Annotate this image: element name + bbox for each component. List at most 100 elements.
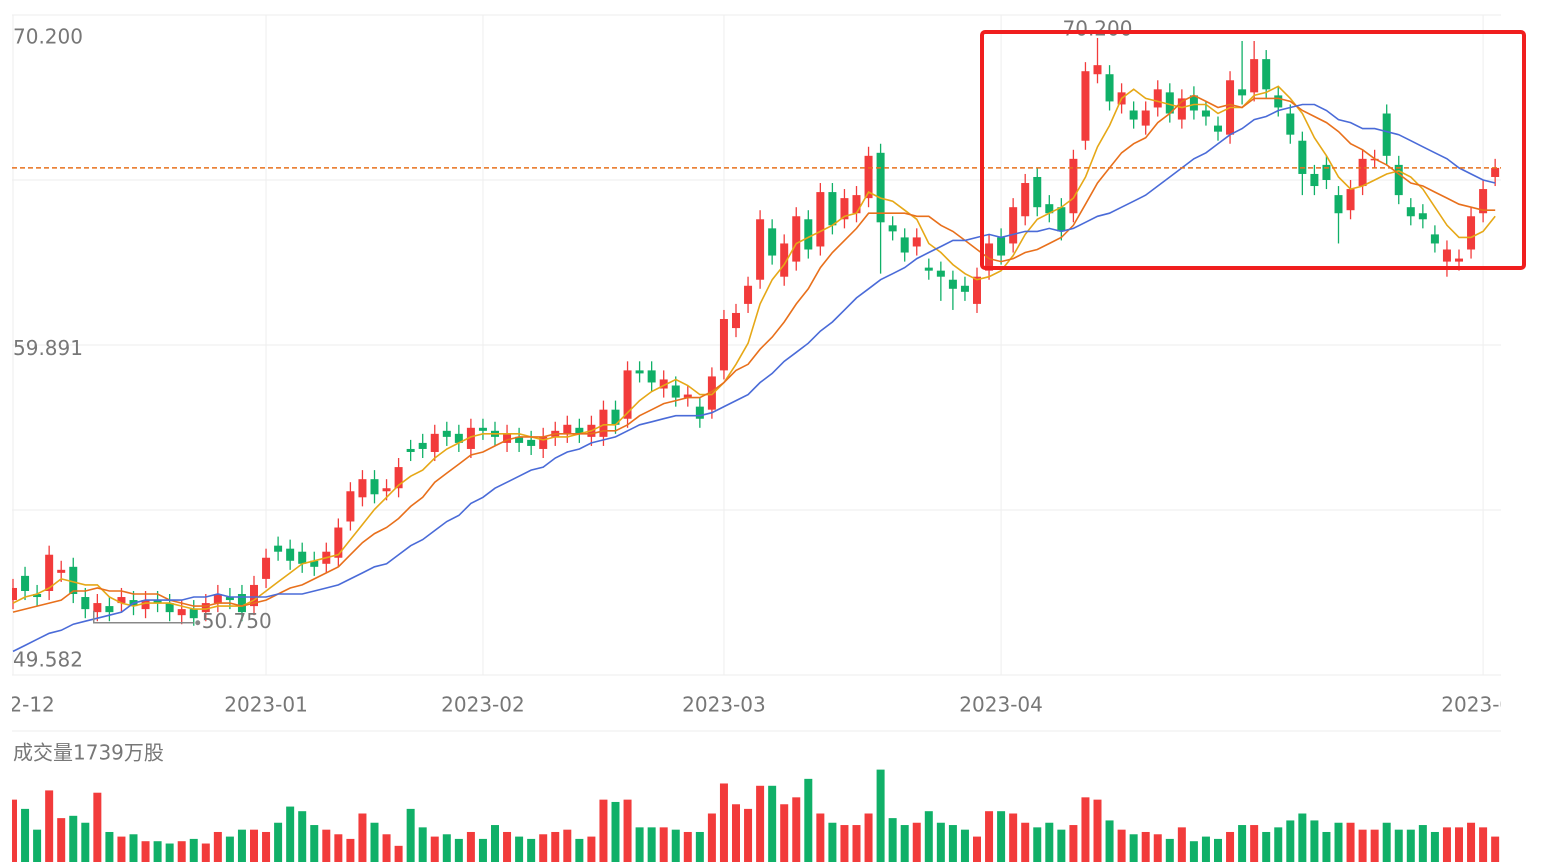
volume-bar (1430, 831, 1439, 862)
volume-bar (948, 825, 957, 862)
volume-bar (1455, 827, 1463, 862)
candle-body (828, 192, 837, 226)
volume-bar (1250, 825, 1259, 862)
candle-body (1394, 164, 1403, 196)
candle-body (1358, 158, 1367, 187)
volume-bar (45, 790, 54, 862)
volume-bar (213, 831, 222, 862)
volume-bar (828, 822, 837, 862)
volume-bar (876, 769, 885, 862)
volume-bar (527, 838, 536, 862)
x-tick-label: 2023-03 (682, 693, 766, 717)
candle-body (732, 312, 740, 329)
volume-bar (1141, 831, 1150, 862)
candle-body (1310, 173, 1319, 187)
volume-bar (1406, 829, 1415, 862)
volume-bar (225, 836, 234, 862)
candle-body (21, 575, 30, 591)
candle-body (683, 394, 692, 398)
candle-body (503, 433, 512, 443)
candle-body (1141, 110, 1150, 126)
candle-body (1382, 113, 1391, 156)
candle-body (12, 587, 17, 601)
volume-bar (563, 829, 572, 862)
candle-body (382, 488, 391, 492)
volume-bar (635, 827, 644, 862)
volume-bar (695, 831, 704, 862)
candle-body (876, 152, 885, 223)
candle-body (1009, 207, 1018, 244)
volume-bar (1274, 827, 1283, 862)
candle-body (141, 600, 150, 610)
volume-bar (370, 822, 379, 862)
candle-body (852, 195, 861, 214)
volume-bar (1045, 822, 1054, 862)
volume-bar (1479, 827, 1488, 862)
volume-bar (1358, 829, 1367, 862)
volume-bar (1467, 822, 1476, 862)
x-tick-label: 2023-06 (1441, 693, 1525, 717)
volume-bar (732, 804, 740, 862)
x-tick-label: 2023-04 (959, 693, 1043, 717)
volume-bar (1093, 799, 1102, 862)
candle-body (1214, 125, 1222, 132)
volume-bar (406, 808, 415, 862)
volume-bar (1310, 820, 1319, 862)
volume-bar (707, 813, 716, 862)
labels: 70.200 59.891 49.582 70.200 50.750 (12, 16, 1501, 672)
candle-body (1430, 234, 1439, 244)
candle-body (1093, 65, 1102, 75)
candle-body (117, 597, 126, 604)
candle-body (454, 433, 463, 443)
candle-body (744, 285, 753, 304)
volume-bar (491, 825, 499, 862)
volume-bar (1105, 820, 1114, 862)
volume-bar (1069, 825, 1078, 862)
y-tick-label: 49.582 (13, 648, 83, 672)
volume-bar (153, 841, 162, 862)
candle-body (1021, 183, 1030, 217)
max-marker-label: 70.200 (1063, 16, 1133, 40)
volume-bar (1382, 822, 1391, 862)
candle-body (1479, 189, 1488, 214)
candle-body (1467, 216, 1476, 250)
volume-bar (442, 834, 451, 862)
volume-bar (973, 836, 981, 862)
volume-bar (165, 843, 174, 862)
candle-body (659, 379, 668, 389)
candle-body (478, 427, 487, 431)
volume-bar (1418, 825, 1427, 862)
candle-body (1250, 59, 1259, 93)
candle-body (93, 603, 102, 613)
x-labels: 2022-12 2023-01 2023-02 2023-03 2023-04 2023-… (12, 693, 1525, 717)
candle-body (1201, 110, 1210, 117)
candle-body (973, 276, 981, 304)
volume-bar (262, 831, 271, 862)
candle-body (924, 267, 933, 271)
volume-bar (1346, 822, 1355, 862)
candle-body (177, 609, 186, 616)
candle-body (213, 594, 222, 604)
volume-bar (1214, 838, 1222, 862)
volume-bar (997, 811, 1006, 862)
volume-bar (286, 806, 295, 862)
volume-bar (1177, 827, 1186, 862)
volume-bar (816, 813, 825, 862)
candle-body (960, 285, 969, 292)
volume-bar (575, 838, 584, 862)
candle-body (1346, 189, 1355, 211)
candle-body (695, 406, 704, 419)
candle-body (1442, 249, 1451, 262)
volume-bar (515, 836, 524, 862)
volume-bar (310, 825, 319, 862)
volume-bar (382, 834, 391, 862)
candle-body (1177, 98, 1186, 120)
candle-body (225, 597, 234, 601)
candle-body (623, 370, 632, 419)
volume-bar (237, 829, 246, 862)
volume-bar (430, 836, 439, 862)
candle-body (406, 448, 415, 452)
volume-bar (924, 811, 933, 862)
candle-body (912, 237, 921, 247)
